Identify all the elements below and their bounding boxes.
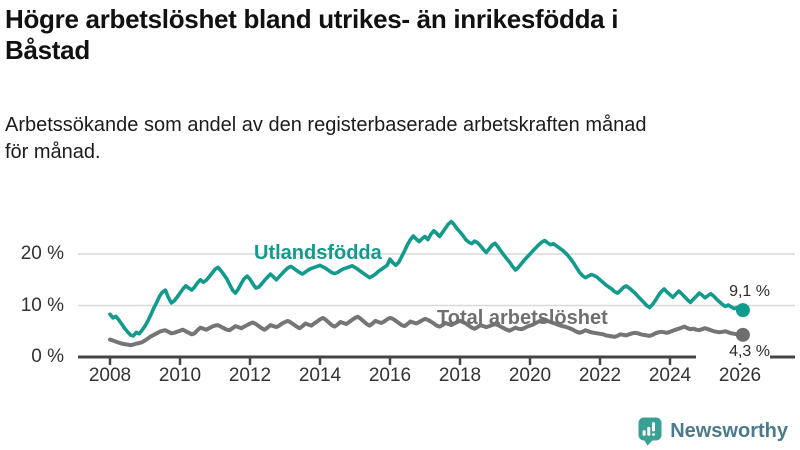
- title-line-2: Båstad: [5, 35, 90, 65]
- newsworthy-branding[interactable]: Newsworthy: [638, 417, 788, 446]
- y-tick-label: 0 %: [31, 346, 64, 367]
- x-tick-label: 2022: [578, 365, 622, 386]
- y-tick-label: 10 %: [20, 294, 64, 316]
- x-tick-label: 2026: [718, 365, 762, 386]
- subtitle-line-2: för månad.: [5, 141, 101, 163]
- x-tick-label: 2010: [158, 365, 202, 386]
- x-tick-label: 2008: [88, 365, 132, 386]
- x-tick-label: 2012: [228, 365, 272, 386]
- x-tick-label: 2014: [298, 365, 342, 386]
- title-line-1: Högre arbetslöshet bland utrikes- än inr…: [5, 4, 619, 34]
- newsworthy-logo-icon: [638, 417, 662, 446]
- x-tick-label: 2016: [368, 365, 412, 386]
- page-title: Högre arbetslöshet bland utrikes- än inr…: [5, 4, 745, 66]
- x-tick-label: 2024: [648, 365, 692, 386]
- series-line-utlandsf-dda: [108, 219, 745, 338]
- series-end-dot-utlandsf-dda: [735, 303, 750, 318]
- series-end-dot-total-arbetsl-shet: [735, 327, 750, 342]
- end-value-label-utlandsfodda: 9,1 %: [729, 283, 770, 300]
- newsworthy-logo-text: Newsworthy: [670, 420, 788, 442]
- series-label-utlandsf-dda: Utlandsfödda: [254, 242, 382, 264]
- chart-subtitle: Arbetssökande som andel av den registerb…: [5, 112, 795, 166]
- subtitle-line-1: Arbetssökande som andel av den registerb…: [5, 114, 647, 136]
- y-tick-label: 20 %: [20, 243, 64, 264]
- series-line-total-arbetsl-shet: [108, 314, 745, 348]
- end-value-label-total: 4,3 %: [696, 343, 770, 363]
- x-tick-label: 2018: [438, 365, 482, 386]
- series-label-total-arbetsl-shet: Total arbetslöshet: [437, 307, 608, 329]
- x-tick-label: 2020: [508, 365, 552, 386]
